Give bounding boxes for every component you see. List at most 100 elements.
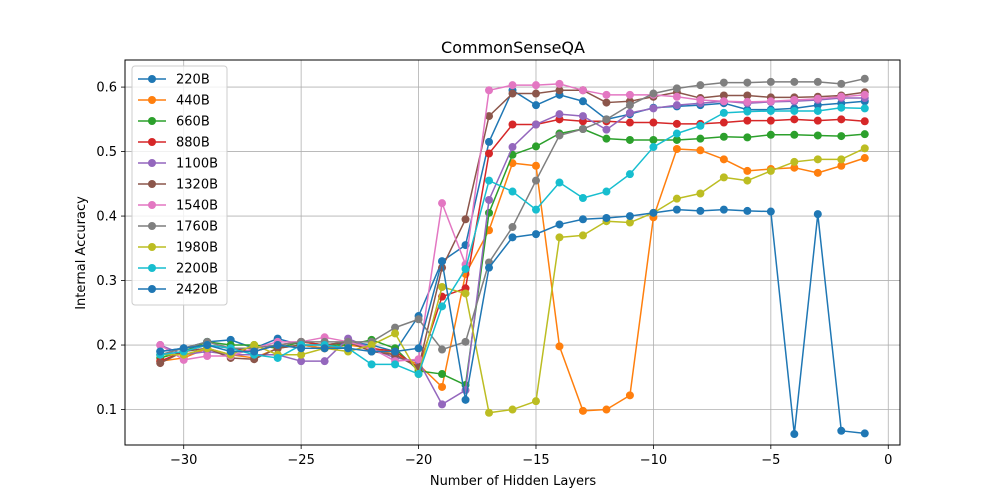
data-point — [578, 194, 587, 203]
legend-item: 2420B — [138, 283, 218, 298]
data-point — [508, 187, 517, 196]
data-point — [273, 341, 282, 350]
chart-title: CommonSenseQA — [441, 38, 585, 57]
data-point — [226, 347, 235, 356]
data-point — [719, 132, 728, 141]
data-point — [672, 135, 681, 144]
data-point — [672, 92, 681, 101]
legend-box — [131, 65, 228, 306]
data-point — [719, 97, 728, 106]
x-tick-label: −20 — [405, 453, 432, 468]
y-tick-label: 0.3 — [96, 274, 117, 289]
data-point — [391, 360, 400, 369]
x-tick-label: −10 — [640, 453, 667, 468]
data-point — [813, 131, 822, 140]
data-point — [461, 337, 470, 346]
legend-label: 1980B — [176, 241, 218, 256]
data-point — [719, 108, 728, 117]
data-point — [672, 205, 681, 214]
data-point — [672, 101, 681, 110]
legend-item: 660B — [138, 115, 210, 130]
data-point — [837, 161, 846, 170]
data-point — [837, 79, 846, 88]
data-point — [719, 78, 728, 87]
legend-item: 2200B — [138, 262, 218, 277]
data-point — [578, 406, 587, 415]
data-point — [391, 347, 400, 356]
data-point — [766, 97, 775, 106]
data-point — [649, 118, 658, 127]
data-point — [672, 144, 681, 153]
data-point — [860, 104, 869, 113]
data-point — [250, 347, 259, 356]
data-point — [766, 116, 775, 125]
data-point — [578, 231, 587, 240]
data-point — [156, 347, 165, 356]
data-point — [578, 125, 587, 134]
data-point — [790, 95, 799, 104]
data-point — [602, 90, 611, 99]
legend-item: 1320B — [138, 178, 218, 193]
data-point — [790, 115, 799, 124]
data-point — [672, 194, 681, 203]
legend-marker — [148, 180, 156, 188]
data-point — [743, 107, 752, 116]
data-point — [790, 77, 799, 86]
data-point — [813, 94, 822, 103]
legend: 220B 440B 660B 880B 1100B 1320B 1540B 1760B 1980… — [131, 65, 228, 306]
x-tick-label: −15 — [522, 453, 549, 468]
data-point — [414, 355, 423, 364]
data-point — [743, 206, 752, 215]
data-point — [602, 134, 611, 143]
legend-marker — [148, 285, 156, 293]
data-point — [485, 112, 494, 121]
data-point — [485, 86, 494, 95]
data-point — [813, 116, 822, 125]
data-point — [156, 359, 165, 368]
data-point — [555, 131, 564, 140]
legend-marker — [148, 96, 156, 104]
legend-marker — [148, 159, 156, 167]
data-point — [438, 283, 447, 292]
x-tick-label: −30 — [170, 453, 197, 468]
data-point — [461, 264, 470, 273]
data-point — [555, 342, 564, 351]
data-point — [578, 97, 587, 106]
data-point — [461, 289, 470, 298]
data-point — [438, 345, 447, 354]
data-point — [743, 133, 752, 142]
x-tick-label: 0 — [884, 453, 892, 468]
data-point — [696, 95, 705, 104]
data-point — [508, 120, 517, 129]
data-point — [790, 157, 799, 166]
data-point — [672, 129, 681, 138]
y-tick-label: 0.6 — [96, 81, 117, 96]
data-point — [414, 315, 423, 324]
data-point — [649, 143, 658, 152]
data-point — [860, 74, 869, 83]
data-point — [625, 90, 634, 99]
plot-frame — [124, 59, 901, 446]
data-point — [813, 77, 822, 86]
x-axis-label: Number of Hidden Layers — [430, 474, 597, 489]
data-point — [156, 341, 165, 350]
data-point — [860, 117, 869, 126]
data-point — [438, 400, 447, 409]
data-point — [790, 130, 799, 139]
data-point — [531, 89, 540, 98]
data-point — [625, 108, 634, 117]
data-point — [555, 220, 564, 229]
data-point — [367, 360, 376, 369]
data-point — [273, 353, 282, 362]
data-point — [391, 323, 400, 332]
legend-item: 1540B — [138, 199, 218, 214]
data-point — [766, 106, 775, 115]
data-point — [297, 357, 306, 366]
data-point — [602, 213, 611, 222]
data-point — [696, 146, 705, 155]
legend-label: 220B — [176, 73, 210, 88]
data-point — [837, 426, 846, 435]
data-point — [461, 395, 470, 404]
legend-label: 660B — [176, 115, 210, 130]
data-point — [485, 263, 494, 272]
